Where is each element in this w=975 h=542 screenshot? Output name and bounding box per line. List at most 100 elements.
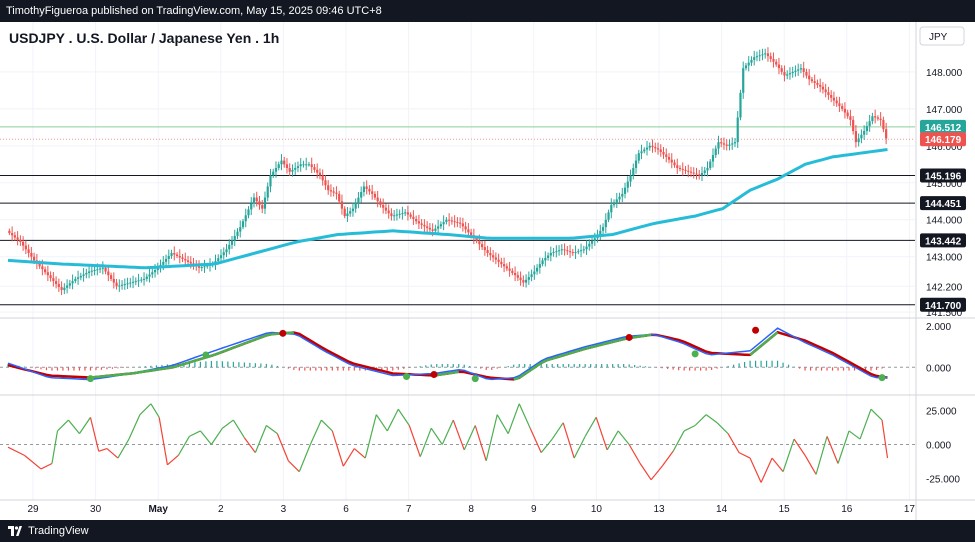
candle-body [296, 166, 300, 168]
candle-body [849, 116, 852, 120]
candle-body [87, 271, 91, 273]
candle-body [54, 281, 58, 285]
macd-tick-label: 2.000 [926, 322, 951, 333]
level-tag [920, 297, 966, 312]
candle-body [107, 271, 110, 276]
time-tick-label: 14 [716, 504, 728, 515]
macd-rising-segment [765, 335, 773, 343]
candle-body [640, 151, 643, 154]
candle-body [384, 207, 388, 211]
candle-body [486, 250, 489, 254]
tsi-tick-label: 25.000 [926, 407, 957, 418]
candle-body [481, 244, 484, 248]
candle-body [852, 119, 855, 132]
candle-body [621, 193, 624, 197]
candle-body [68, 283, 71, 286]
tsi-segment [584, 417, 597, 437]
candle-body [173, 253, 176, 255]
candle-body [428, 227, 431, 230]
candle-body [395, 214, 399, 216]
candle-body [244, 215, 247, 222]
tsi-segment [738, 452, 751, 459]
macd-cross-dot [878, 374, 886, 382]
candle-body [684, 169, 687, 171]
candle-body [96, 269, 99, 271]
tsi-segment [232, 419, 245, 439]
candle-body [382, 204, 385, 208]
macd-rising-segment [101, 374, 108, 378]
time-tick-label: 17 [904, 504, 916, 515]
candle-body [420, 223, 423, 225]
candle-body [178, 255, 181, 258]
candle-body [33, 256, 36, 261]
candle-body [434, 228, 437, 231]
candle-body [329, 190, 333, 192]
candle-body [280, 160, 283, 165]
candle-body [821, 86, 825, 90]
tsi-segment [40, 462, 53, 470]
currency-box[interactable] [919, 26, 965, 46]
tsi-segment [441, 419, 454, 445]
candle-body [618, 196, 621, 200]
tsi-segment [650, 465, 663, 481]
candle-body [810, 79, 814, 82]
candle-body [843, 108, 847, 113]
candle-body [662, 151, 665, 155]
candle-body [272, 171, 275, 176]
candle-body [728, 144, 731, 146]
macd-tick-label: 0.000 [926, 363, 951, 374]
tsi-segment [408, 425, 421, 457]
candle-body [516, 275, 519, 278]
tsi-segment [782, 438, 795, 472]
candle-body [90, 270, 93, 272]
level-tag [920, 168, 966, 183]
time-tick-label: 16 [841, 504, 853, 515]
tsi-segment [128, 414, 141, 440]
macd-rising-segment [557, 354, 564, 359]
candle-body [714, 148, 717, 156]
candle-body [167, 255, 170, 259]
candle-body [131, 281, 135, 283]
tsi-segment [870, 408, 883, 421]
tsi-segment [309, 419, 322, 445]
candle-body [519, 277, 522, 281]
candle-body [258, 201, 261, 205]
tsi-segment [672, 430, 685, 452]
macd-rising-segment [436, 373, 443, 377]
candle-body [63, 287, 66, 290]
tsi-segment [474, 425, 487, 461]
candle-body [802, 68, 805, 72]
candle-body [44, 269, 47, 273]
level-tag-text: 144.451 [925, 199, 962, 210]
tsi-segment [243, 437, 256, 453]
chart-grid [0, 22, 975, 520]
candle-body [775, 61, 778, 65]
candle-body [324, 180, 327, 186]
tsi-segment [167, 454, 179, 466]
candle-body [651, 145, 654, 148]
candle-body [459, 222, 462, 224]
tsi-segment [89, 417, 100, 452]
tsi-segment [727, 433, 740, 453]
candle-body [109, 275, 113, 279]
candle-body [65, 285, 69, 288]
candle-body [448, 219, 451, 221]
macd-rising-segment [518, 373, 526, 379]
macd-rising-segment [584, 346, 591, 350]
candle-body [200, 267, 203, 269]
tsi-segment [815, 436, 828, 475]
candle-body [577, 251, 580, 253]
chart-svg[interactable]: 148.000 147.000 146.000 145.000 144.000 143.0… [0, 22, 975, 520]
tsi-segment [837, 430, 850, 464]
candle-body [206, 265, 209, 267]
chart-area[interactable]: 148.000 147.000 146.000 145.000 144.000 143.0… [0, 22, 975, 520]
macd-rising-segment [150, 368, 157, 372]
currency-label: JPY [929, 32, 948, 43]
candle-body [71, 281, 74, 284]
macd-rising-segment [749, 349, 757, 356]
candle-body [387, 210, 390, 214]
candle-body [49, 275, 52, 279]
macd-rising-segment [134, 370, 141, 375]
macd-rising-segment [232, 344, 240, 349]
candle-body [689, 171, 693, 173]
